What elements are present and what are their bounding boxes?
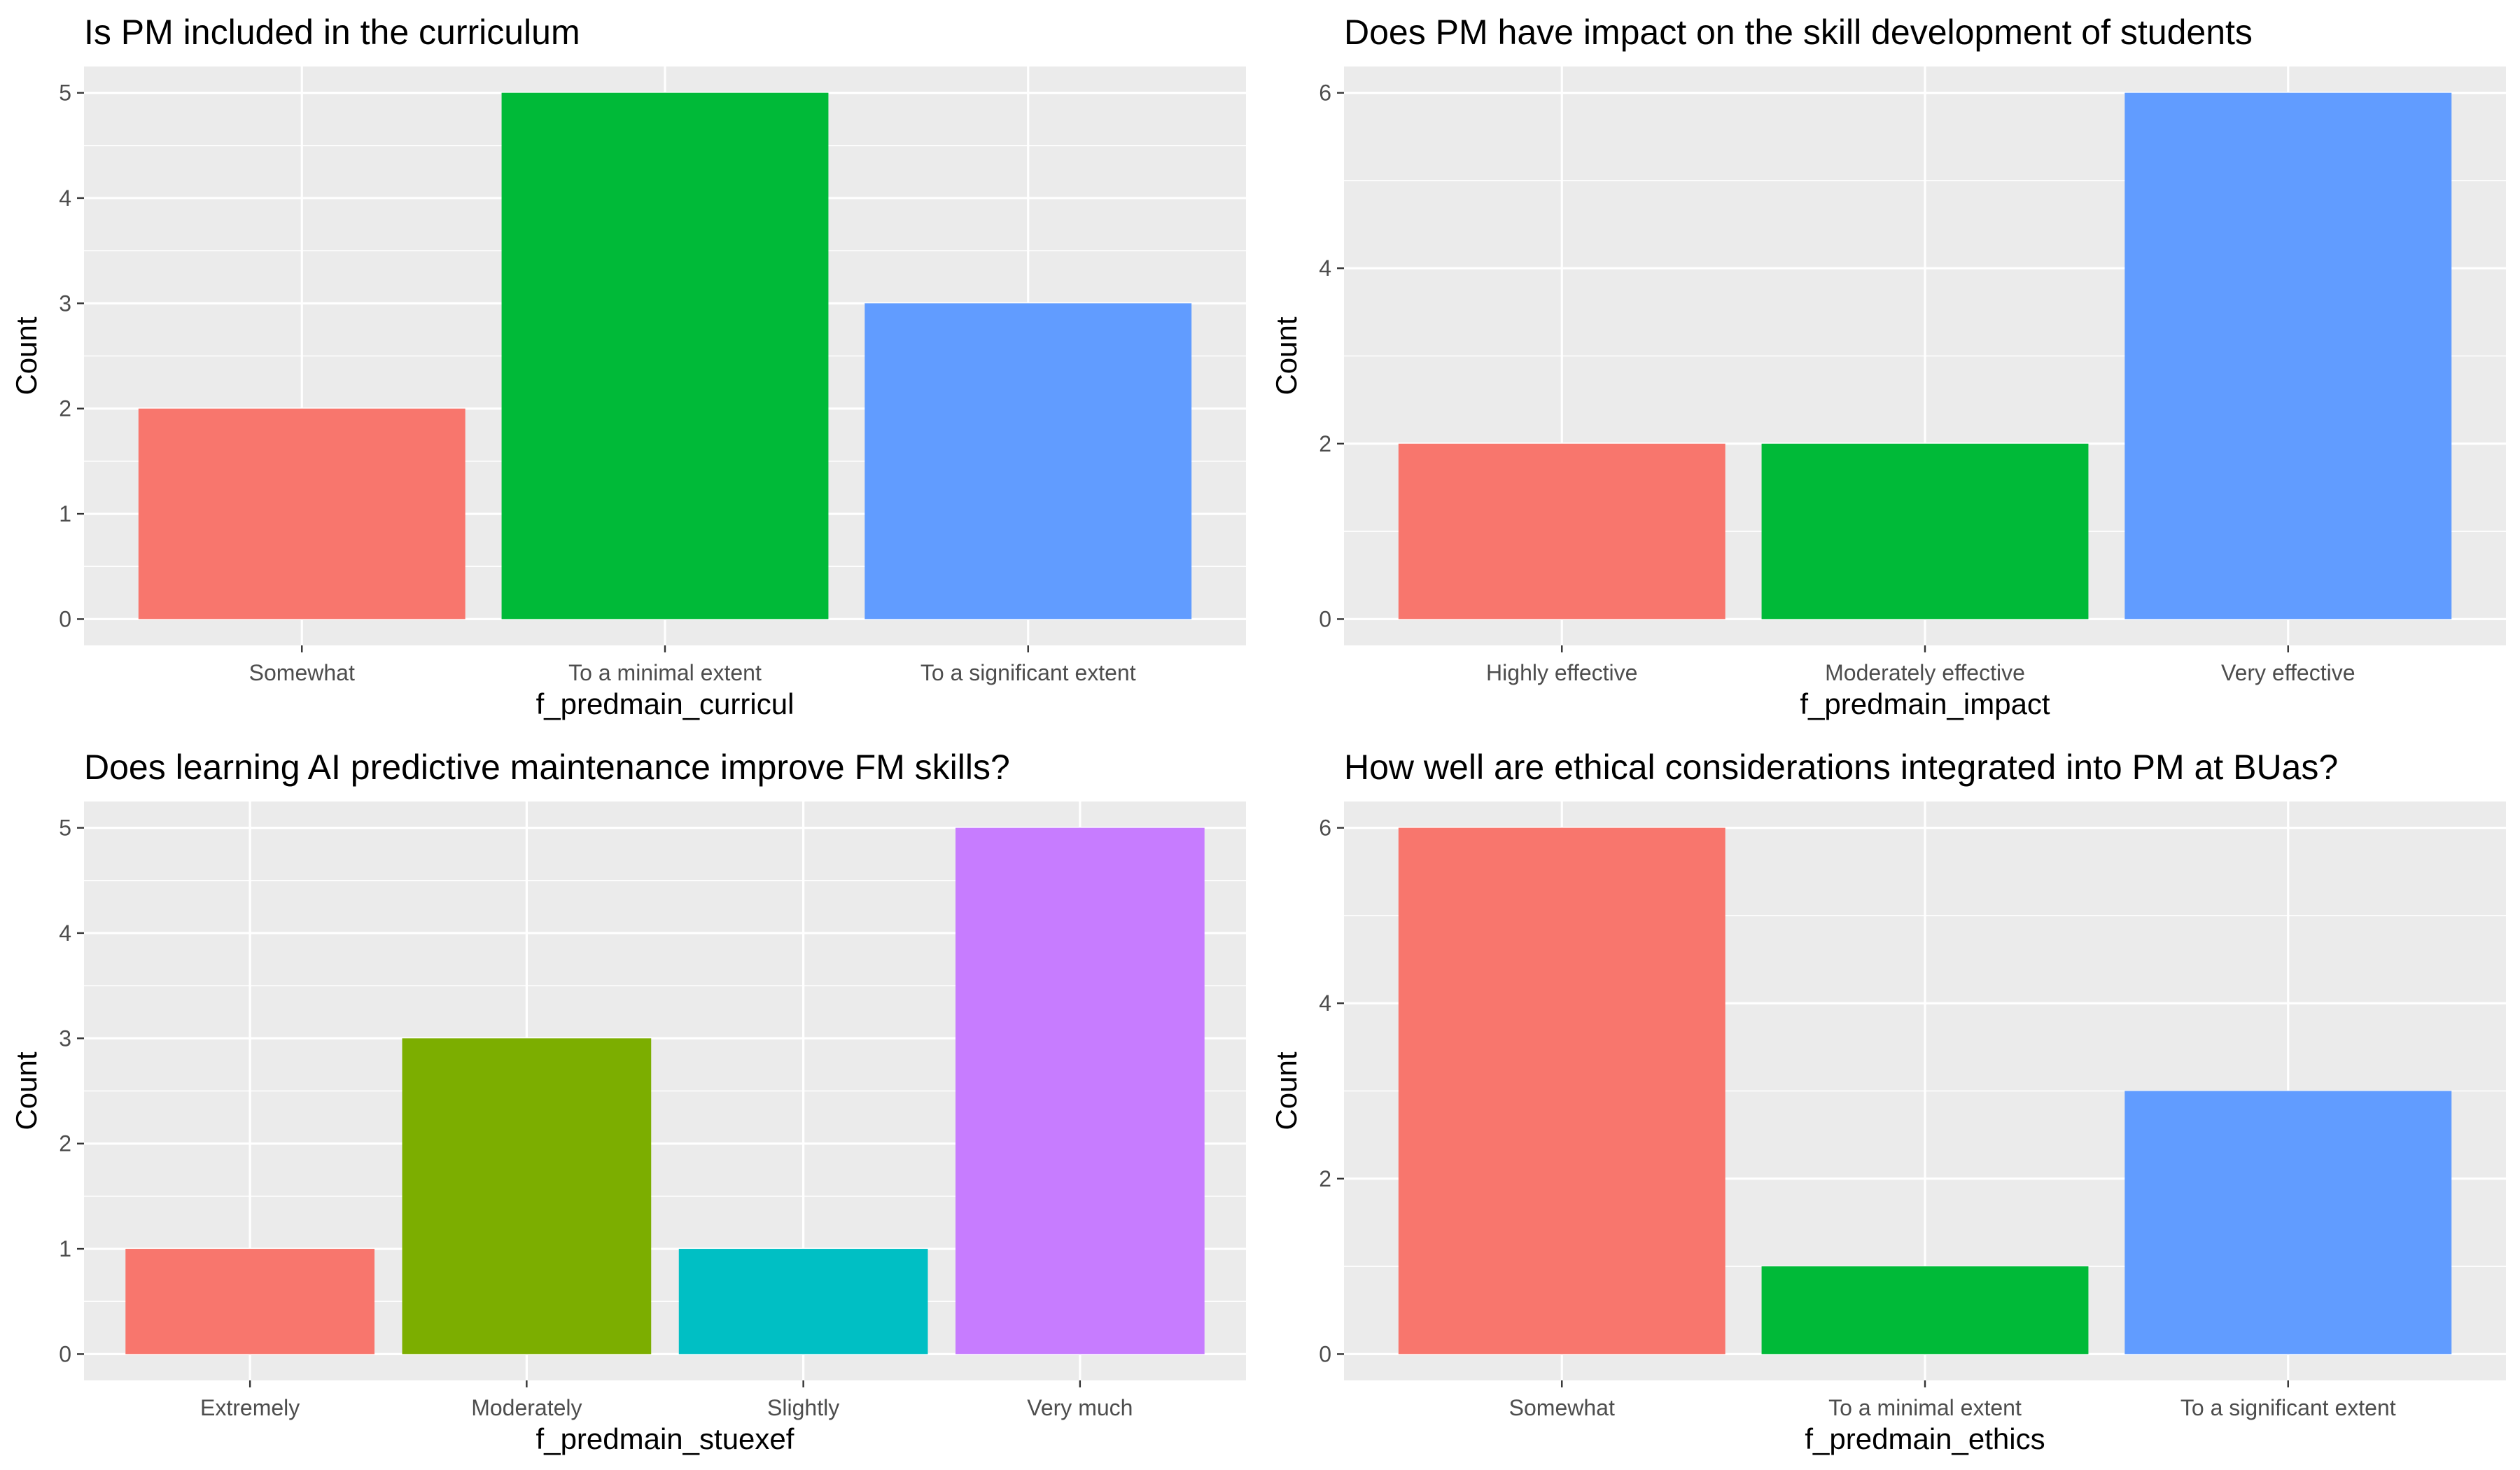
y-tick-label: 4 — [59, 186, 71, 211]
chart-panel-stuexef: 0 1 2 3 4 5 Extremely Moderately Slightly Very mu… — [0, 735, 1260, 1470]
y-tick-label: 4 — [1319, 255, 1331, 281]
y-tick-label: 2 — [59, 396, 71, 421]
bar — [138, 408, 465, 620]
y-axis-label: Count — [10, 316, 43, 395]
y-tick-label: 4 — [1319, 990, 1331, 1016]
x-axis-label: f_predmain_impact — [1800, 687, 2050, 720]
x-tick-label: To a minimal extent — [568, 660, 762, 685]
chart-svg: 0 1 2 3 4 5 Somewhat To a minimal extent To a si… — [10, 13, 1246, 720]
y-axis-label: Count — [1270, 316, 1303, 395]
y-axis-label: Count — [10, 1051, 43, 1130]
x-tick-label: Slightly — [767, 1395, 839, 1420]
x-axis-label: f_predmain_curricul — [536, 687, 794, 720]
bar — [2124, 92, 2452, 620]
x-tick-label: Somewhat — [1509, 1395, 1615, 1420]
y-tick-label: 3 — [59, 290, 71, 316]
y-tick-label: 6 — [1319, 80, 1331, 106]
y-tick-label: 0 — [59, 606, 71, 631]
bar — [2124, 1091, 2452, 1354]
x-tick-label: To a significant extent — [920, 660, 1136, 685]
chart-panel-impact: 0 2 4 6 Highly effective Moderately effective… — [1260, 0, 2520, 735]
bar — [1761, 443, 2089, 620]
bar — [501, 92, 829, 620]
y-tick-label: 1 — [59, 501, 71, 526]
chart-svg: 0 2 4 6 Highly effective Moderately effective… — [1270, 13, 2506, 720]
x-tick-label: To a significant extent — [2180, 1395, 2396, 1420]
x-tick-label: Moderately — [471, 1395, 582, 1420]
x-tick-label: Somewhat — [249, 660, 355, 685]
x-tick-label: To a minimal extent — [1828, 1395, 2022, 1420]
y-tick-label: 0 — [1319, 1341, 1331, 1366]
y-tick-label: 2 — [1319, 431, 1331, 456]
y-tick-label: 0 — [59, 1341, 71, 1366]
bar — [678, 1249, 928, 1354]
chart-svg: 0 1 2 3 4 5 Extremely Moderately Slightly Very mu… — [10, 748, 1246, 1455]
x-tick-label: Very effective — [2221, 660, 2356, 685]
x-axis-label: f_predmain_ethics — [1805, 1422, 2045, 1455]
y-axis-label: Count — [1270, 1051, 1303, 1130]
y-tick-label: 1 — [59, 1236, 71, 1261]
x-tick-label: Extremely — [200, 1395, 300, 1420]
bar — [1761, 1266, 2089, 1354]
chart-panel-ethics: 0 2 4 6 Somewhat To a minimal extent To a sign… — [1260, 735, 2520, 1470]
y-tick-label: 0 — [1319, 606, 1331, 631]
bar — [1398, 827, 1726, 1354]
x-tick-label: Highly effective — [1486, 660, 1637, 685]
bar — [955, 827, 1205, 1354]
chart-svg: 0 2 4 6 Somewhat To a minimal extent To a sign… — [1270, 748, 2506, 1455]
y-tick-label: 5 — [59, 80, 71, 106]
x-tick-label: Very much — [1027, 1395, 1133, 1420]
y-tick-label: 6 — [1319, 816, 1331, 841]
y-tick-label: 2 — [59, 1131, 71, 1156]
bar — [864, 303, 1192, 620]
chart-title: How well are ethical considerations inte… — [1344, 748, 2338, 787]
y-tick-label: 5 — [59, 816, 71, 841]
chart-title: Is PM included in the curriculum — [84, 13, 580, 52]
y-tick-label: 3 — [59, 1026, 71, 1051]
x-tick-label: Moderately effective — [1825, 660, 2025, 685]
bar — [402, 1038, 652, 1354]
chart-panel-curriculum: 0 1 2 3 4 5 Somewhat To a minimal extent To a si… — [0, 0, 1260, 735]
chart-title: Does PM have impact on the skill develop… — [1344, 13, 2253, 52]
x-axis-label: f_predmain_stuexef — [536, 1422, 794, 1455]
bar — [125, 1249, 375, 1354]
y-tick-label: 2 — [1319, 1166, 1331, 1191]
chart-title: Does learning AI predictive maintenance … — [84, 748, 1010, 787]
y-tick-label: 4 — [59, 920, 71, 946]
bar — [1398, 443, 1726, 620]
